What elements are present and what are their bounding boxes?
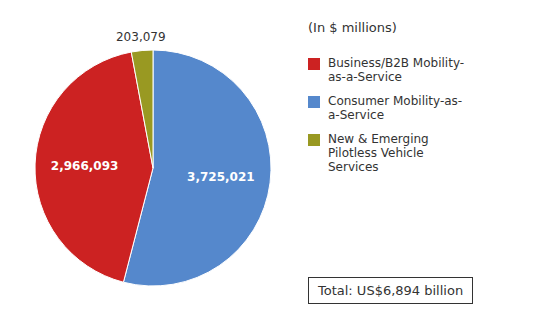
svg-text:3,725,021: 3,725,021 [187,170,255,184]
html-text:(In $ millions): (In $ millions) [308,20,397,35]
html-text:a-Service: a-Service [328,108,384,122]
svg-text:203,079: 203,079 [116,30,166,44]
html-text:Business/B2B Mobility-: Business/B2B Mobility- [328,56,465,70]
html-text:Pilotless Vehicle: Pilotless Vehicle [328,146,424,160]
html-text:Total: US$6,894 billion: Total: US$6,894 billion [318,283,464,298]
html-text:New & Emerging: New & Emerging [328,132,429,146]
html-text:as-a-Service: as-a-Service [328,70,402,84]
svg-text:2,966,093: 2,966,093 [51,159,119,173]
html-text:Services: Services [328,160,379,174]
html-text:Consumer Mobility-as-: Consumer Mobility-as- [328,94,463,108]
